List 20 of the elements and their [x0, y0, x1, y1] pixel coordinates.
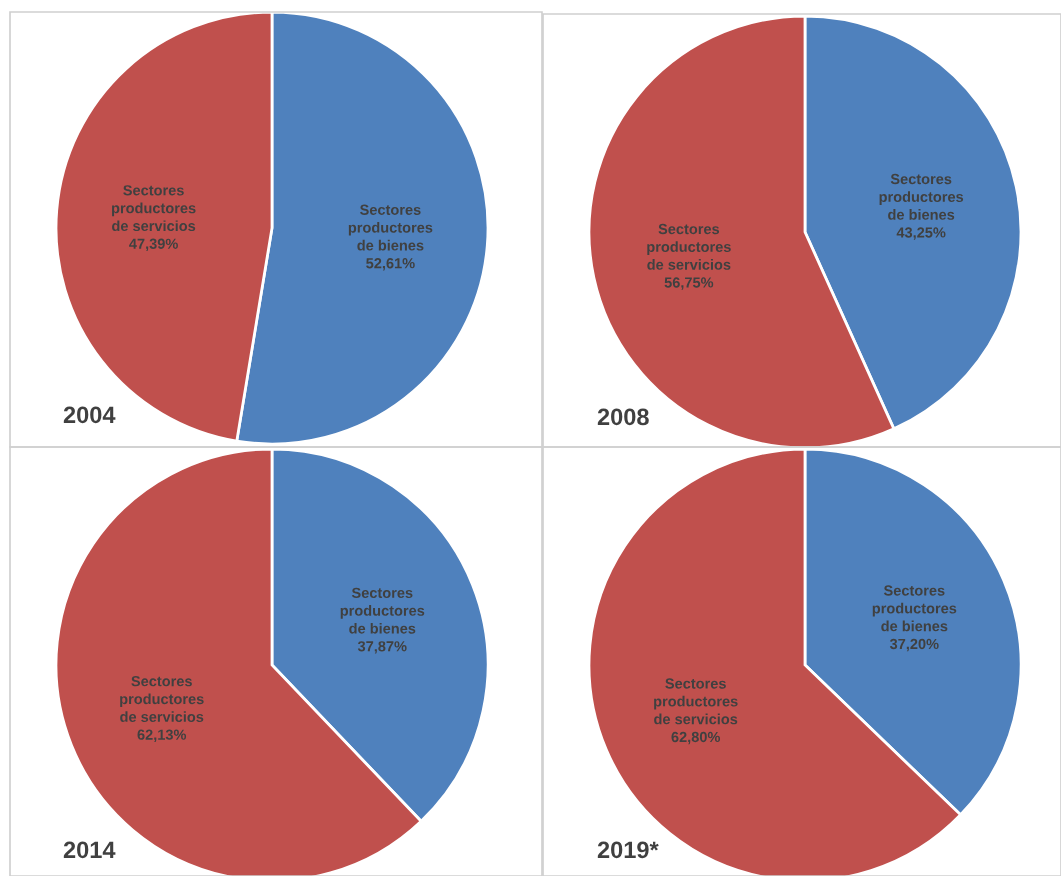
slice-label: Sectores productores de bienes: [879, 173, 964, 220]
data-label: 56,75%: [664, 277, 714, 290]
slice-label: Sectores productores de bienes: [872, 585, 957, 632]
data-label: 62,13%: [137, 729, 187, 742]
data-label: 43,25%: [896, 227, 946, 240]
text: 2008: [597, 408, 649, 426]
slice-label: Sectores productores de servicios: [654, 678, 738, 725]
slice-label: Sectores productores de bienes: [340, 587, 425, 634]
slice-label: Sectores productores de bienes: [348, 204, 433, 251]
slice-label: Sectores productores de servicios: [112, 185, 196, 232]
data-label: 47,39%: [129, 238, 178, 252]
data-label: 37,20%: [889, 638, 939, 652]
slice-label: Sectores productores de servicios: [120, 676, 204, 723]
text: 2004: [63, 406, 116, 424]
slice-label: Sectores productores de servicios: [647, 223, 731, 270]
data-label: 37,87%: [357, 641, 407, 654]
data-label: 52,61%: [366, 258, 415, 271]
data-label: 62,80%: [671, 731, 721, 745]
text: 2014: [63, 841, 116, 859]
text: 2019*: [597, 841, 659, 859]
